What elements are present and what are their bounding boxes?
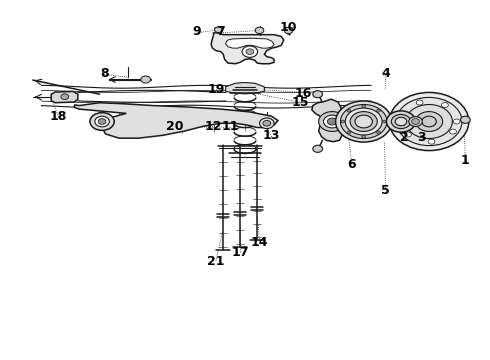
Circle shape	[383, 120, 387, 123]
Text: 18: 18	[50, 110, 67, 123]
Text: 14: 14	[251, 235, 269, 248]
Text: 11: 11	[221, 120, 239, 133]
Circle shape	[341, 104, 387, 139]
Circle shape	[453, 119, 460, 124]
Circle shape	[450, 129, 456, 134]
Circle shape	[323, 115, 341, 128]
Circle shape	[396, 98, 462, 145]
Circle shape	[376, 131, 380, 134]
Circle shape	[409, 117, 422, 126]
Circle shape	[395, 117, 407, 126]
Text: 21: 21	[207, 255, 225, 268]
Text: 4: 4	[381, 67, 390, 80]
Circle shape	[422, 116, 437, 127]
Circle shape	[355, 115, 372, 128]
Circle shape	[215, 27, 222, 32]
Circle shape	[362, 105, 366, 108]
Circle shape	[345, 108, 382, 135]
Circle shape	[376, 109, 380, 112]
Circle shape	[61, 94, 69, 100]
Circle shape	[141, 76, 150, 83]
Circle shape	[263, 121, 270, 126]
Circle shape	[242, 46, 258, 57]
Circle shape	[260, 118, 274, 129]
Circle shape	[405, 132, 411, 137]
Text: 12: 12	[205, 120, 222, 133]
Text: 10: 10	[280, 21, 297, 34]
Text: 8: 8	[100, 67, 109, 80]
Polygon shape	[225, 82, 265, 94]
Circle shape	[428, 139, 435, 144]
Circle shape	[390, 93, 469, 150]
Circle shape	[313, 145, 322, 152]
Circle shape	[284, 27, 293, 33]
Circle shape	[341, 120, 345, 123]
Text: 6: 6	[347, 158, 356, 171]
Text: 16: 16	[294, 87, 312, 100]
Circle shape	[416, 112, 442, 131]
Circle shape	[461, 116, 470, 123]
Text: 17: 17	[231, 246, 249, 259]
Text: 20: 20	[166, 120, 184, 133]
Text: 19: 19	[207, 83, 224, 96]
Circle shape	[336, 101, 392, 142]
Circle shape	[347, 109, 351, 112]
Polygon shape	[225, 38, 274, 48]
Circle shape	[392, 114, 411, 129]
Circle shape	[387, 111, 416, 132]
Circle shape	[350, 112, 377, 131]
Text: 5: 5	[381, 184, 390, 197]
Polygon shape	[51, 91, 78, 103]
Polygon shape	[74, 103, 278, 138]
Circle shape	[98, 119, 106, 124]
Circle shape	[441, 103, 448, 107]
Circle shape	[406, 104, 452, 139]
Circle shape	[318, 112, 346, 131]
Circle shape	[313, 91, 322, 98]
Circle shape	[255, 27, 264, 33]
Circle shape	[399, 114, 406, 119]
Polygon shape	[312, 99, 342, 142]
Circle shape	[416, 100, 423, 105]
Text: 7: 7	[217, 24, 225, 38]
Text: 3: 3	[417, 131, 426, 144]
Circle shape	[412, 119, 419, 124]
Circle shape	[246, 49, 254, 54]
Text: 9: 9	[192, 24, 201, 38]
Polygon shape	[211, 33, 284, 64]
Circle shape	[327, 118, 337, 125]
Circle shape	[90, 113, 114, 130]
Text: 15: 15	[292, 95, 310, 108]
Text: 1: 1	[461, 154, 470, 167]
Text: 13: 13	[263, 129, 280, 142]
Circle shape	[95, 116, 109, 127]
Circle shape	[347, 131, 351, 134]
Text: 2: 2	[400, 131, 409, 144]
Circle shape	[362, 135, 366, 138]
